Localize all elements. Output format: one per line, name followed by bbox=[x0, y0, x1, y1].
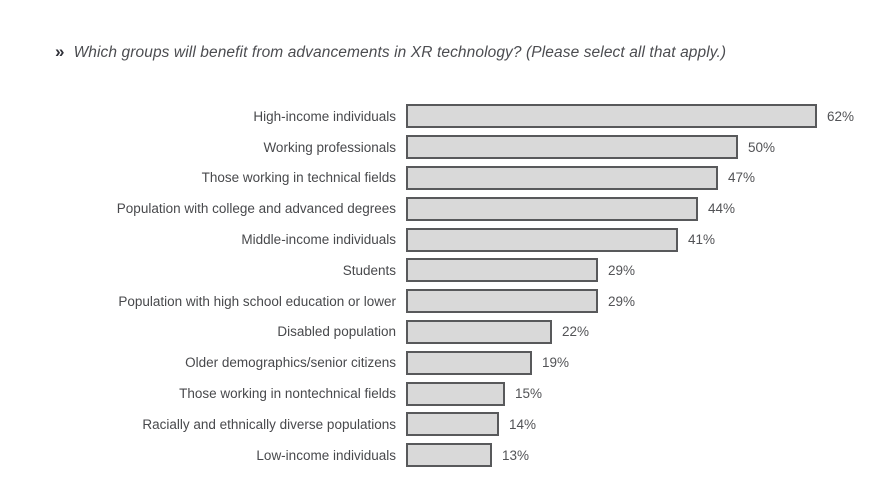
category-label: High-income individuals bbox=[253, 108, 396, 124]
bar bbox=[406, 165, 718, 190]
category-label: Older demographics/senior citizens bbox=[185, 355, 396, 371]
value-label: 47% bbox=[728, 170, 756, 186]
category-label: Population with high school education or… bbox=[118, 293, 396, 309]
double-chevron-icon: » bbox=[55, 42, 65, 61]
chart-row: Middle-income individuals 41% bbox=[0, 224, 886, 255]
category-label: Middle-income individuals bbox=[241, 232, 396, 248]
bar bbox=[406, 412, 499, 437]
value-label: 15% bbox=[515, 386, 543, 402]
category-label: Disabled population bbox=[277, 324, 396, 340]
bar bbox=[406, 258, 598, 283]
value-label: 22% bbox=[562, 324, 590, 340]
bar bbox=[406, 227, 678, 252]
horizontal-bar-chart: High-income individuals 62% Working profes… bbox=[0, 101, 886, 471]
chart-row: Older demographics/senior citizens 19% bbox=[0, 347, 886, 378]
bar bbox=[406, 104, 817, 129]
chart-row: Those working in nontechnical fields 15% bbox=[0, 378, 886, 409]
chart-row: High-income individuals 62% bbox=[0, 101, 886, 132]
bar bbox=[406, 381, 505, 406]
chart-row: Population with high school education or… bbox=[0, 286, 886, 317]
chart-row: Working professionals 50% bbox=[0, 132, 886, 163]
category-label: Those working in technical fields bbox=[201, 170, 396, 186]
category-label: Racially and ethnically diverse populati… bbox=[142, 416, 396, 432]
value-label: 29% bbox=[608, 262, 636, 278]
bar bbox=[406, 135, 738, 160]
bar bbox=[406, 196, 698, 221]
chart-row: Low-income individuals 13% bbox=[0, 440, 886, 471]
category-label: Low-income individuals bbox=[256, 447, 396, 463]
chart-title-text: Which groups will benefit from advanceme… bbox=[73, 44, 727, 61]
category-label: Students bbox=[342, 262, 396, 278]
value-label: 14% bbox=[509, 416, 537, 432]
value-label: 19% bbox=[542, 355, 570, 371]
chart-row: Students 29% bbox=[0, 255, 886, 286]
chart-row: Population with college and advanced deg… bbox=[0, 193, 886, 224]
value-label: 13% bbox=[502, 447, 530, 463]
category-label: Those working in nontechnical fields bbox=[179, 386, 396, 402]
category-label: Population with college and advanced deg… bbox=[116, 201, 396, 217]
value-label: 50% bbox=[748, 139, 776, 155]
value-label: 29% bbox=[608, 293, 636, 309]
chart-row: Those working in technical fields 47% bbox=[0, 163, 886, 194]
value-label: 62% bbox=[827, 108, 855, 124]
chart-row: Racially and ethnically diverse populati… bbox=[0, 409, 886, 440]
value-label: 44% bbox=[708, 201, 736, 217]
bar bbox=[406, 443, 492, 468]
category-label: Working professionals bbox=[263, 139, 396, 155]
bar bbox=[406, 319, 552, 344]
bar bbox=[406, 350, 532, 375]
bar bbox=[406, 289, 598, 314]
value-label: 41% bbox=[688, 232, 716, 248]
chart-title: » Which groups will benefit from advancem… bbox=[55, 42, 726, 62]
chart-row: Disabled population 22% bbox=[0, 317, 886, 348]
